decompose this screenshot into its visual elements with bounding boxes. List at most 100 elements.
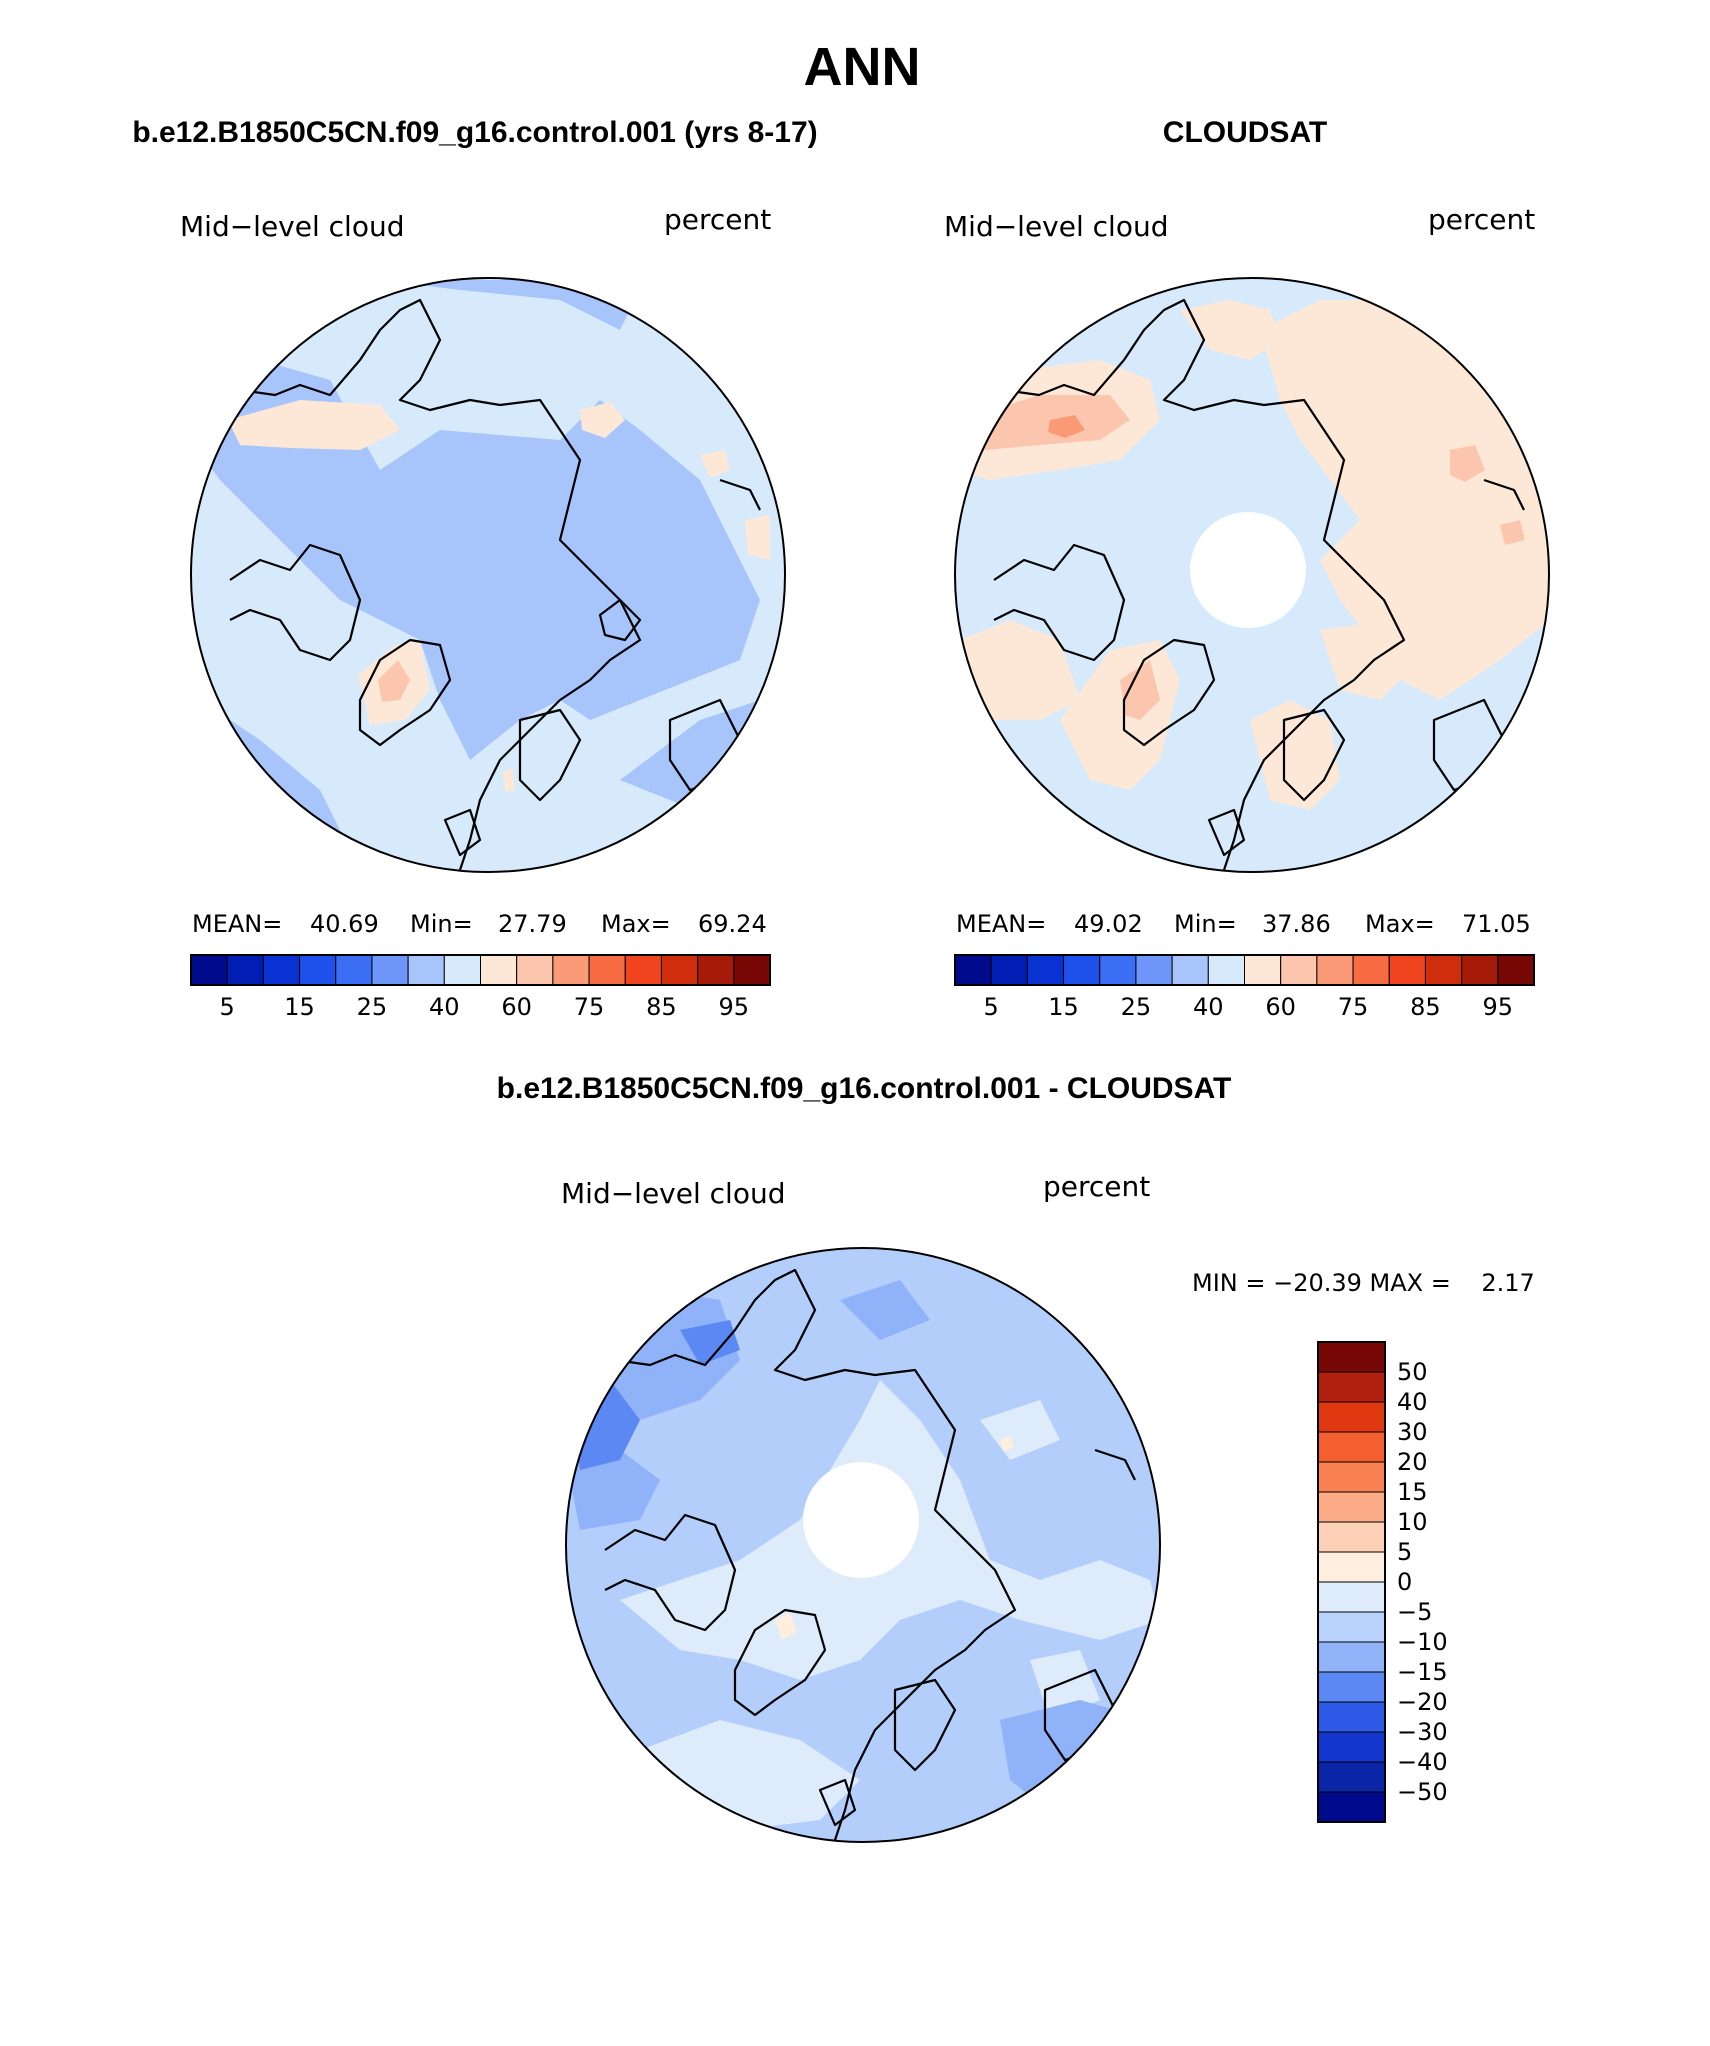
colorbar-swatch (299, 954, 337, 986)
colorbar-swatch (1461, 954, 1499, 986)
colorbar-swatch (1317, 1491, 1386, 1523)
colorbar-tick-label: 95 (1483, 993, 1514, 1021)
colorbar-swatch (552, 954, 590, 986)
panel-title: CLOUDSAT (1163, 116, 1327, 149)
colorbar-swatch (733, 954, 771, 986)
colorbar-tick-label: −10 (1397, 1628, 1448, 1656)
units-label: percent (1428, 203, 1535, 236)
contour-40-60 (1260, 300, 1549, 700)
field-label: Mid−level cloud (180, 210, 404, 243)
colorbar-swatch (480, 954, 518, 986)
colorbar-swatch (1497, 954, 1535, 986)
coastline (614, 1268, 1017, 1841)
units-label: percent (664, 203, 771, 236)
colorbar-swatch (1171, 954, 1209, 986)
panel-model: b.e12.B1850C5CN.f09_g16.control.001 (yrs… (132, 116, 817, 1021)
colorbar-obs: 5 15 25 40 60 75 85 95 (954, 954, 1535, 1021)
colorbar-tick-label: 85 (646, 993, 677, 1021)
colorbar-tick-label: 15 (284, 993, 315, 1021)
colorbar-tick-label: −5 (1397, 1598, 1432, 1626)
main-title: ANN (804, 37, 921, 97)
contour-40-60 (960, 620, 1080, 720)
colorbar-swatch (371, 954, 409, 986)
colorbar-swatch (1317, 1341, 1386, 1373)
colorbar-swatch (1388, 954, 1426, 986)
stat-mean-value: 49.02 (1074, 910, 1143, 938)
contour-40-60 (745, 515, 770, 560)
colorbar-tick-label: 25 (1121, 993, 1152, 1021)
colorbar-swatch (1317, 1581, 1386, 1613)
colorbar-tick-label: 5 (220, 993, 235, 1021)
colorbar-tick-label: 10 (1397, 1508, 1428, 1536)
colorbar-swatch (1317, 1611, 1386, 1643)
stat-mean-label: MEAN= (192, 910, 282, 938)
stat-min-label: Min= (1174, 910, 1237, 938)
colorbar-swatch (226, 954, 264, 986)
colorbar-tick-label: 40 (429, 993, 460, 1021)
panel-title: b.e12.B1850C5CN.f09_g16.control.001 (yrs… (132, 116, 817, 149)
colorbar-swatch (1317, 1701, 1386, 1733)
colorbar-tick-label: 5 (984, 993, 999, 1021)
contour-40-60 (503, 768, 515, 792)
colorbar-swatch (1317, 1431, 1386, 1463)
colorbar-tick-label: 50 (1397, 1358, 1428, 1386)
coastline (893, 1678, 957, 1772)
coastline (993, 543, 1126, 662)
colorbar-tick-label: 40 (1397, 1388, 1428, 1416)
stat-min-value: 37.86 (1262, 910, 1331, 938)
stat-max-label: Max= (601, 910, 671, 938)
colorbar-tick-label: 15 (1048, 993, 1079, 1021)
coastline (1094, 1448, 1136, 1481)
stat-max-value: 69.24 (698, 910, 767, 938)
colorbar-swatch (1317, 1731, 1386, 1763)
units-label: percent (1043, 1170, 1150, 1203)
colorbar-swatch (407, 954, 445, 986)
coastline (443, 808, 482, 857)
colorbar-tick-label: 30 (1397, 1418, 1428, 1446)
colorbar-swatch (990, 954, 1028, 986)
stat-min-label: Min= (410, 910, 473, 938)
contour-minus5-0 (980, 1400, 1060, 1460)
panel-obs: CLOUDSAT Mid−level cloud percent (944, 116, 1550, 1021)
contour-25-40 (191, 360, 760, 760)
contour-60-75 (1120, 660, 1160, 720)
colorbar-swatch (1135, 954, 1173, 986)
coastline (1282, 708, 1346, 802)
colorbar-swatch (190, 954, 228, 986)
contour-40-60 (1250, 700, 1340, 810)
stat-max-value: 71.05 (1462, 910, 1531, 938)
colorbar-swatch (1244, 954, 1282, 986)
colorbar-tick-label: 0 (1397, 1568, 1412, 1596)
contour-75-85 (1048, 415, 1085, 438)
colorbar-model: 5 15 25 40 60 75 85 95 (190, 954, 771, 1021)
polar-map (566, 1248, 1160, 1842)
coastline (598, 598, 642, 642)
colorbar-tick-label: −40 (1397, 1748, 1448, 1776)
colorbar-swatch (1317, 1551, 1386, 1583)
colorbar-swatch (1317, 1671, 1386, 1703)
stat-mean-label: MEAN= (956, 910, 1046, 938)
colorbar-tick-label: −20 (1397, 1688, 1448, 1716)
colorbar-swatch (1099, 954, 1137, 986)
colorbar-swatch (1317, 1791, 1386, 1823)
coastline (733, 1608, 827, 1717)
contour-60-75 (378, 660, 410, 702)
colorbar-tick-label: −50 (1397, 1778, 1448, 1806)
coastline (818, 1778, 857, 1827)
colorbar-swatch (1317, 1641, 1386, 1673)
colorbar-tick-label: 20 (1397, 1448, 1428, 1476)
coastline (518, 708, 582, 802)
contour-60-75 (1500, 520, 1525, 545)
stat-mean-value: 40.69 (310, 910, 379, 938)
colorbar-tick-label: 75 (574, 993, 605, 1021)
colorbar-tick-label: 5 (1397, 1538, 1412, 1566)
coastline (604, 1513, 737, 1632)
contour-minus15-10 (1000, 1700, 1150, 1820)
minmax-label: MIN = −20.39 MAX = 2.17 (1192, 1269, 1535, 1297)
contour-minus15-10 (840, 1280, 930, 1340)
colorbar-tick-label: 85 (1410, 993, 1441, 1021)
colorbar-swatch (1317, 1401, 1386, 1433)
coastline (1207, 808, 1246, 857)
